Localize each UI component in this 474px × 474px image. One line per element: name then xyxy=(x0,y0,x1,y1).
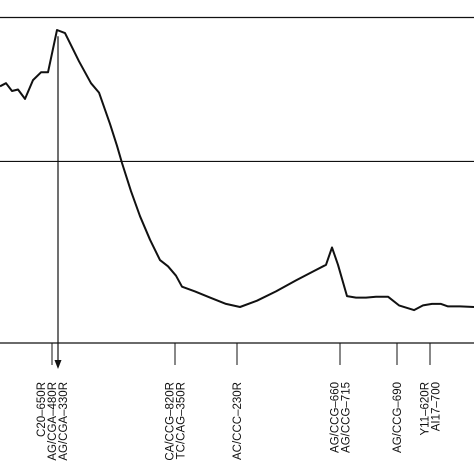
x-tick-label: CA/CCG–820R xyxy=(165,382,177,461)
x-tick-label: AG/CCG–690 xyxy=(392,382,404,453)
x-tick-label: AG/CCG–660 xyxy=(330,382,342,453)
x-ticks: C20–650R AG/CGA–480R AG/CGA–330R CA/CCG–820… xyxy=(36,343,443,461)
x-tick-label: Y11–620R xyxy=(420,382,432,436)
data-line xyxy=(0,29,474,312)
x-tick-label: AG/CGA–330R xyxy=(58,382,70,461)
x-tick-label: AG/CCG–715 xyxy=(341,382,353,453)
marker-arrowhead xyxy=(54,360,62,369)
x-tick-label: AG/CGA–480R xyxy=(47,382,59,461)
x-tick-label: C20–650R xyxy=(36,382,48,437)
reference-lines xyxy=(0,16,474,344)
x-tick-label: TC/CAG–350R xyxy=(176,382,188,459)
x-tick-label: AI17–700 xyxy=(431,382,443,431)
marker-arrow xyxy=(54,36,62,369)
x-tick-label: AC/CCC–230R xyxy=(232,382,244,460)
